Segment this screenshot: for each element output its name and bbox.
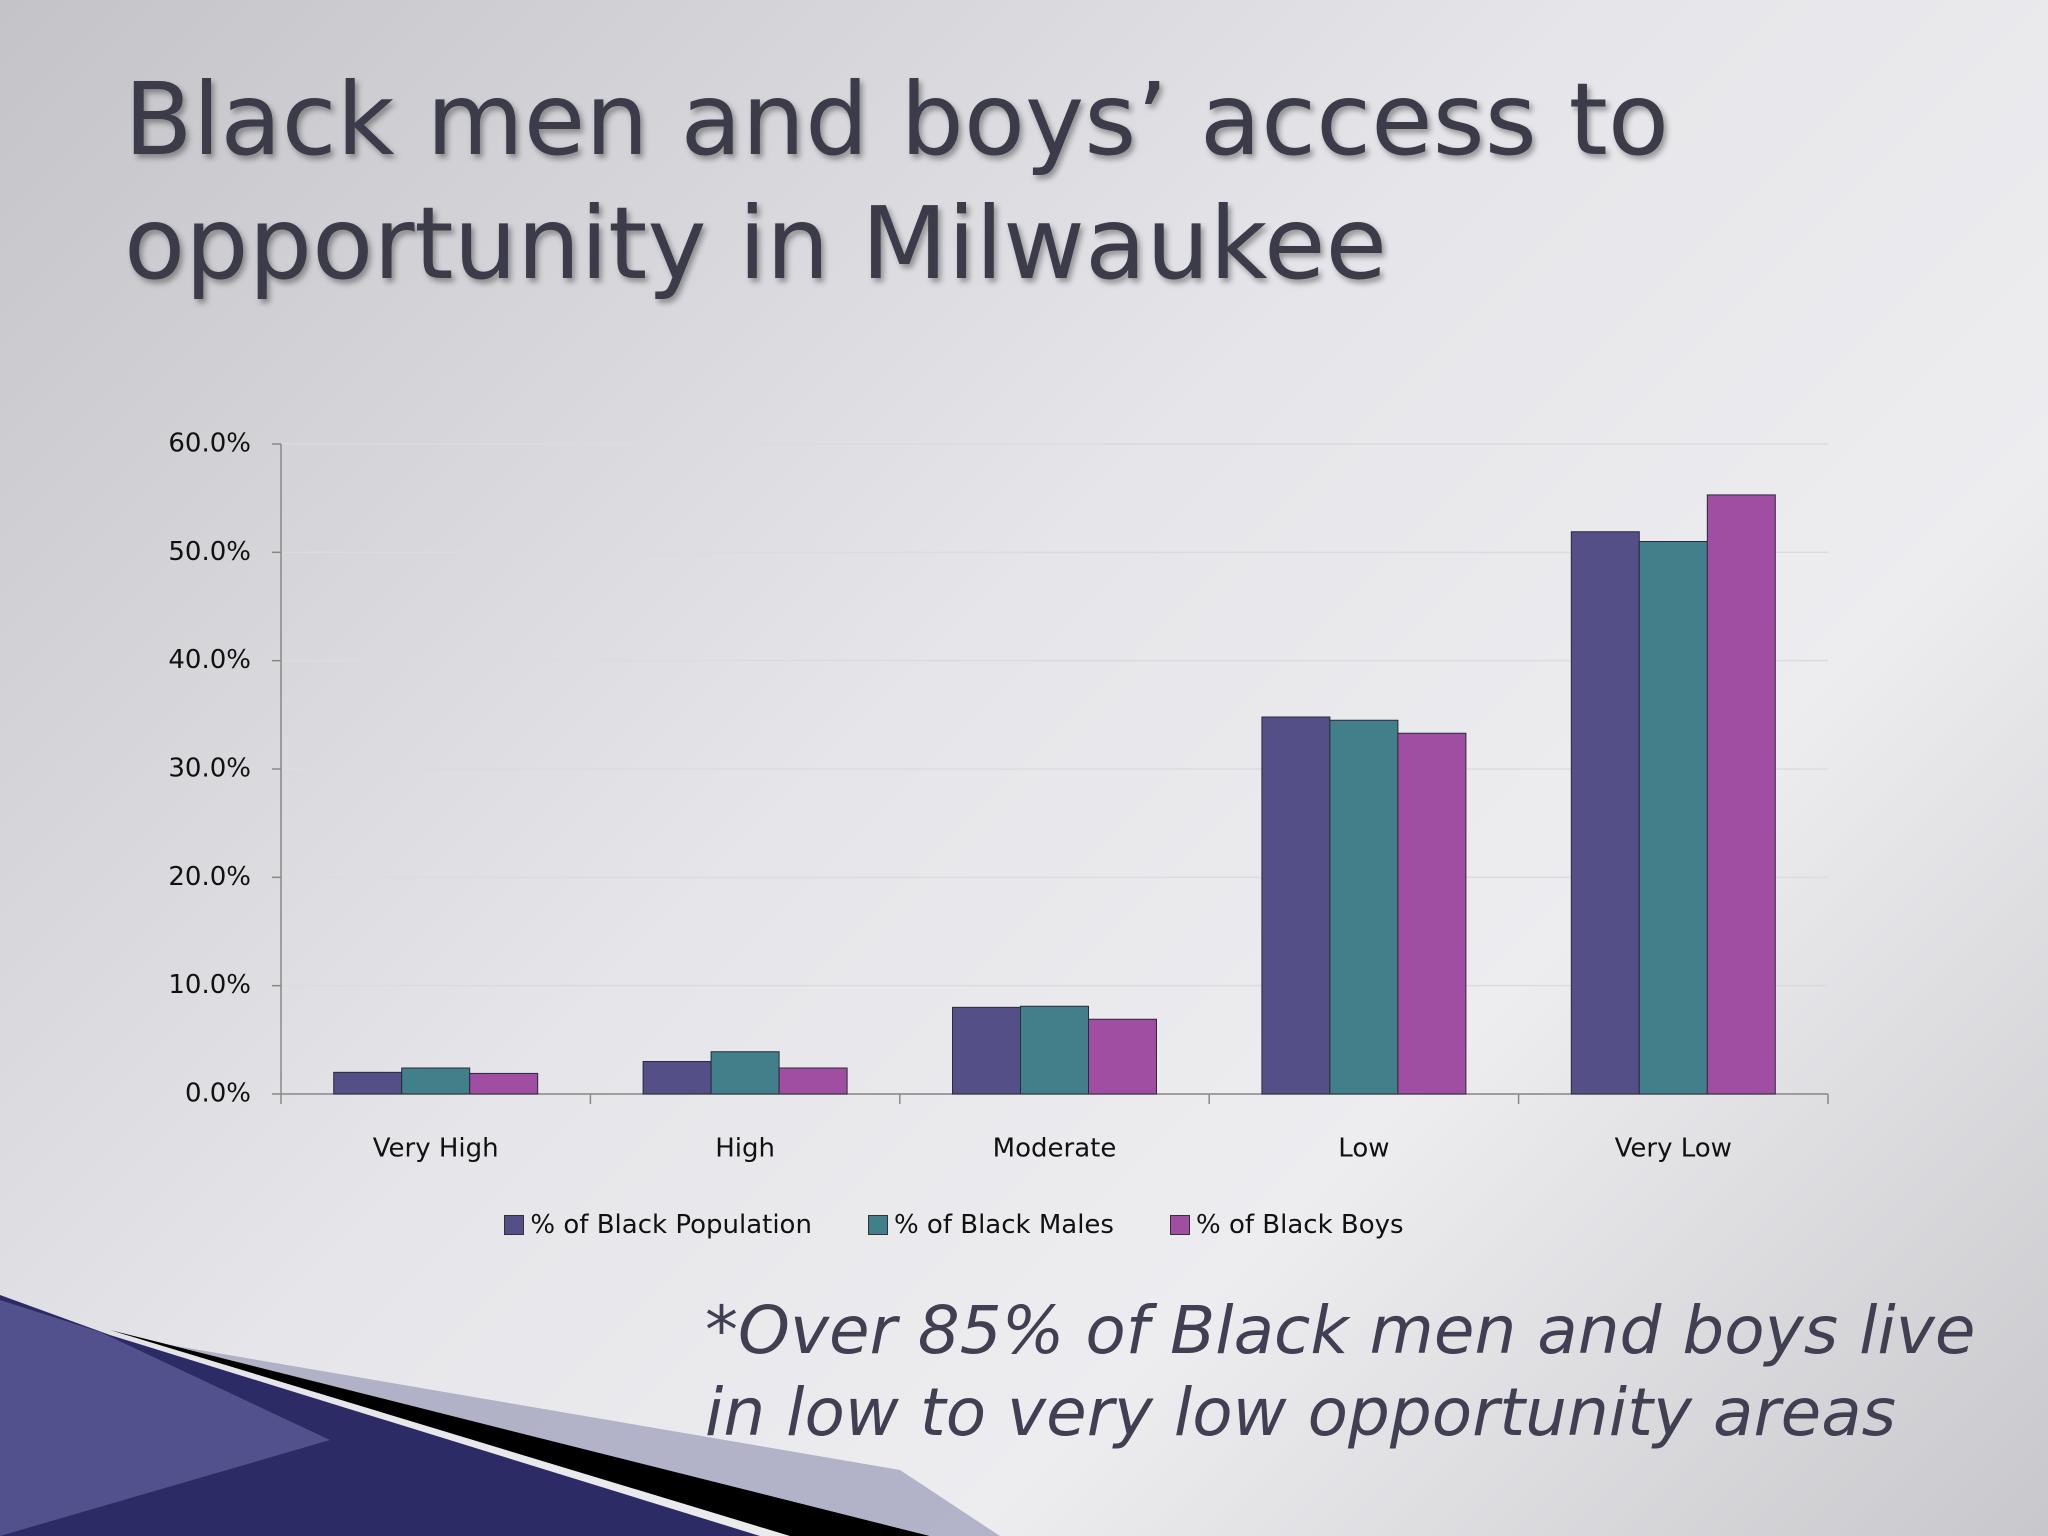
y-tick-label: 10.0% (168, 970, 251, 1000)
decor-swoosh-light (0, 1300, 330, 1536)
x-tick-label: Very Low (1615, 1134, 1732, 1164)
plot: 0.0% 10.0% 20.0% 30.0% 40.0% 50.0% 60.0% Very H… (168, 429, 1829, 1164)
bar (710, 1051, 780, 1095)
decor-stripe-light (170, 1345, 1000, 1536)
bar (1329, 719, 1399, 1095)
y-tick-label: 0.0% (185, 1079, 251, 1109)
legend-swatch (1169, 1215, 1190, 1235)
bar (642, 1061, 712, 1095)
bar (1088, 1018, 1157, 1095)
legend: % of Black Population % of Black Males % o… (0, 1210, 1978, 1240)
legend-swatch (504, 1215, 525, 1235)
y-tick-label: 40.0% (168, 645, 251, 675)
slide-title: Black men and boys’ access to opportunit… (124, 61, 1670, 302)
bar (1397, 732, 1467, 1095)
legend-label: % of Black Males (893, 1210, 1114, 1240)
y-tick-label: 20.0% (168, 862, 251, 892)
x-tick-label: Moderate (993, 1134, 1117, 1164)
bar (1261, 716, 1331, 1095)
y-tick-label: 30.0% (168, 754, 251, 784)
legend-item: % of Black Males (867, 1210, 1114, 1240)
x-tick-label: High (715, 1134, 775, 1164)
bar (952, 1006, 1021, 1095)
bar (469, 1072, 539, 1095)
bar (1020, 1005, 1089, 1095)
annotation: *Over 85% of Black men and boys live in … (705, 1292, 1976, 1451)
y-tick-label: 50.0% (168, 537, 251, 567)
legend-item: % of Black Boys (1169, 1210, 1404, 1240)
legend-label: % of Black Population (530, 1210, 812, 1240)
x-tick-label: Very High (373, 1134, 499, 1164)
bar (401, 1067, 471, 1095)
legend-item: % of Black Population (504, 1210, 812, 1240)
decor-stripe (110, 1330, 930, 1536)
bar (333, 1071, 403, 1095)
x-tick-label: Low (1338, 1134, 1389, 1164)
y-tick-label: 60.0% (168, 429, 251, 459)
legend-label: % of Black Boys (1195, 1210, 1404, 1240)
bar (1570, 531, 1640, 1095)
legend-swatch (867, 1215, 888, 1235)
bar (1706, 494, 1776, 1095)
bar (778, 1067, 848, 1095)
bar (1638, 541, 1708, 1095)
